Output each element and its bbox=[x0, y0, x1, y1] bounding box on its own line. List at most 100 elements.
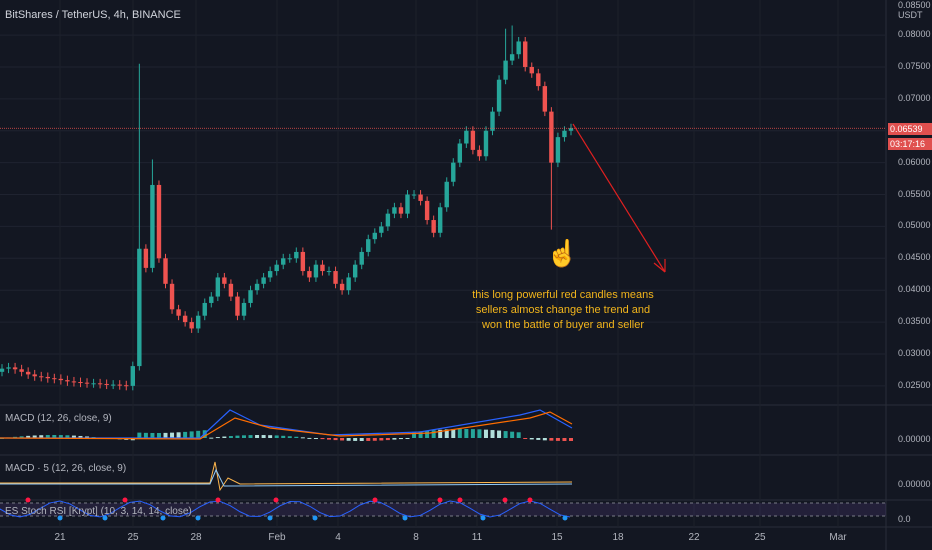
time-axis-label: Feb bbox=[268, 532, 286, 543]
candle-body bbox=[464, 130, 469, 144]
candle-body bbox=[490, 111, 495, 131]
macd-histogram-bar bbox=[444, 429, 449, 438]
candle-body bbox=[0, 368, 5, 372]
annotation-text: this long powerful red candles means sel… bbox=[463, 288, 663, 333]
macd-histogram-bar bbox=[529, 438, 534, 440]
candle-body bbox=[150, 184, 155, 268]
candle-body bbox=[287, 258, 292, 260]
macd-histogram-bar bbox=[32, 435, 37, 438]
candle-body bbox=[562, 130, 567, 138]
macd-histogram-bar bbox=[189, 431, 194, 438]
candle-body bbox=[215, 277, 221, 297]
macd-histogram-bar bbox=[19, 436, 24, 438]
macd-histogram-bar bbox=[412, 431, 417, 438]
time-axis-label: 15 bbox=[551, 532, 563, 543]
candle-body bbox=[130, 366, 136, 386]
candle-body bbox=[483, 130, 489, 157]
stoch-sell-dot bbox=[273, 497, 279, 503]
countdown-tag: 03:17:16 bbox=[888, 138, 932, 150]
candle-body bbox=[254, 283, 260, 291]
macd-histogram-bar bbox=[392, 438, 397, 440]
stoch-buy-dot bbox=[57, 515, 63, 521]
stoch-buy-dot bbox=[102, 515, 108, 521]
candle-body bbox=[25, 371, 31, 375]
macd-histogram-bar bbox=[327, 438, 332, 440]
macd-histogram-bar bbox=[359, 438, 364, 441]
macd-histogram-bar bbox=[340, 438, 345, 441]
macd-histogram-bar bbox=[71, 435, 76, 438]
macd-histogram-bar bbox=[85, 436, 90, 438]
candle-body bbox=[124, 385, 129, 387]
time-axis-label: 18 bbox=[612, 532, 624, 543]
time-axis-label: 25 bbox=[754, 532, 766, 543]
macd-indicator-label[interactable]: MACD (12, 26, close, 9) bbox=[5, 413, 112, 424]
macd-histogram-bar bbox=[477, 429, 482, 438]
macd-histogram-bar bbox=[405, 438, 410, 439]
candle-body bbox=[568, 128, 574, 131]
stoch-buy-dot bbox=[160, 515, 166, 521]
candle-body bbox=[516, 41, 521, 55]
candle-body bbox=[418, 194, 423, 201]
macd-histogram-bar bbox=[516, 432, 521, 438]
macd-histogram-bar bbox=[523, 438, 528, 439]
macd-histogram-bar bbox=[45, 435, 50, 438]
macd-histogram-bar bbox=[457, 429, 462, 438]
macd-histogram-bar bbox=[490, 430, 495, 438]
candle-body bbox=[281, 258, 286, 265]
macd-histogram-bar bbox=[183, 431, 188, 438]
candle-body bbox=[209, 296, 214, 303]
candle-body bbox=[359, 251, 364, 265]
macd-histogram-bar bbox=[209, 437, 214, 439]
macd-histogram-bar bbox=[235, 435, 240, 438]
macd-histogram-bar bbox=[58, 435, 63, 438]
macd-histogram-bar bbox=[320, 438, 325, 440]
macd-histogram-bar bbox=[268, 435, 273, 438]
macd-histogram-bar bbox=[156, 432, 161, 438]
annotation-line: won the battle of buyer and seller bbox=[481, 319, 645, 331]
macd-histogram-bar bbox=[542, 438, 547, 441]
macd-histogram-bar bbox=[26, 435, 31, 438]
candle-body bbox=[58, 378, 64, 381]
macd-histogram-bar bbox=[307, 437, 312, 439]
price-axis-top-label: 0.08500 bbox=[898, 0, 931, 10]
macd-signal-line bbox=[0, 411, 573, 440]
macd-histogram-bar bbox=[385, 438, 390, 441]
price-axis-label: 0.07000 bbox=[898, 92, 931, 103]
stoch-sell-dot bbox=[457, 497, 463, 503]
stoch-buy-dot bbox=[267, 515, 273, 521]
last-price-tag: 0.06539 bbox=[888, 123, 932, 135]
time-axis-label: 21 bbox=[54, 532, 66, 543]
price-axis-currency: USDT bbox=[898, 10, 923, 20]
stoch-rsi-label[interactable]: ES Stoch RSI [Krypt] (10, 3, 14, 14, clo… bbox=[5, 506, 192, 517]
macd-histogram-bar bbox=[248, 435, 253, 438]
stoch-buy-dot bbox=[312, 515, 318, 521]
stoch-band bbox=[0, 503, 886, 516]
macd-histogram-bar bbox=[366, 438, 371, 441]
candle-body bbox=[248, 290, 253, 303]
price-axis-label: 0.05000 bbox=[898, 220, 931, 231]
candle-body bbox=[12, 367, 18, 370]
candle-body bbox=[313, 264, 319, 278]
candle-body bbox=[143, 248, 149, 268]
trend-arrow-head bbox=[653, 259, 666, 273]
candle-body bbox=[300, 251, 306, 272]
stoch-sell-dot bbox=[527, 497, 533, 503]
macd-indicator-value: 0.00000 bbox=[898, 434, 931, 444]
stoch-sell-dot bbox=[502, 497, 508, 503]
macd-histogram-bar bbox=[137, 432, 142, 438]
price-axis-label: 0.08000 bbox=[898, 29, 931, 40]
macd-histogram-bar bbox=[555, 438, 560, 441]
macd-histogram-bar bbox=[510, 431, 515, 438]
candle-body bbox=[104, 383, 109, 385]
candle-body bbox=[97, 383, 103, 385]
macd-histogram-bar bbox=[222, 436, 227, 438]
macd-histogram-bar bbox=[438, 429, 443, 438]
candle-body bbox=[84, 382, 90, 384]
macd-histogram-bar bbox=[143, 432, 148, 438]
stoch-sell-dot bbox=[215, 497, 221, 503]
candle-body bbox=[496, 79, 502, 112]
macd5-indicator-label[interactable]: MACD · 5 (12, 26, close, 9) bbox=[5, 463, 127, 474]
macd-histogram-bar bbox=[255, 435, 260, 438]
candle-body bbox=[392, 207, 397, 214]
